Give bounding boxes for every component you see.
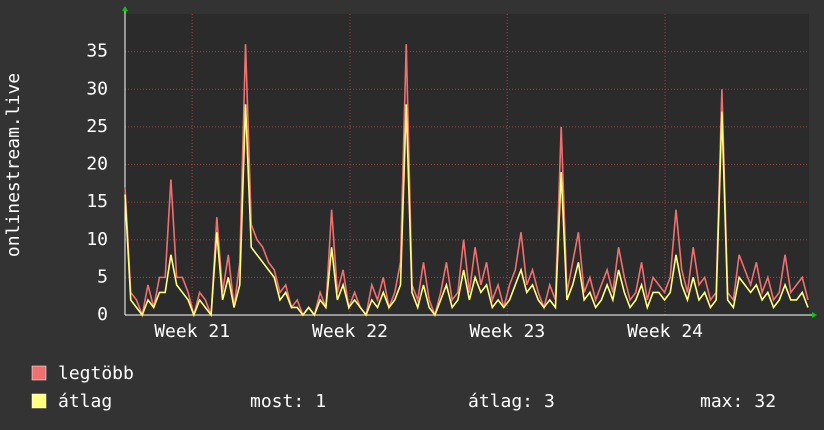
- x-tick-label: Week 24: [627, 321, 703, 342]
- stat-value: 3: [544, 391, 555, 412]
- stat-label: most:: [250, 391, 304, 412]
- x-tick-label: Week 22: [312, 321, 388, 342]
- y-tick-label: 15: [86, 191, 108, 212]
- y-tick-label: 10: [86, 229, 108, 250]
- y-tick-label: 30: [86, 78, 108, 99]
- series-line: [124, 104, 809, 318]
- legend-label: legtöbb: [58, 363, 134, 384]
- legend-label: átlag: [58, 391, 112, 412]
- arrow: [122, 6, 128, 11]
- x-tick-label: Week 21: [154, 321, 230, 342]
- legend-swatch: [31, 393, 47, 409]
- y-tick-label: 25: [86, 116, 108, 137]
- arrow: [812, 312, 817, 318]
- stat-value: 32: [754, 391, 776, 412]
- legend-swatch: [31, 365, 47, 381]
- y-axis-label: onlinestream.live: [3, 73, 24, 257]
- series-line: [124, 44, 809, 318]
- y-tick-label: 0: [97, 304, 108, 325]
- stat-value: 1: [315, 391, 326, 412]
- x-tick-label: Week 23: [469, 321, 545, 342]
- y-tick-label: 5: [97, 266, 108, 287]
- stat-label: átlag:: [468, 391, 533, 412]
- stat-label: max:: [700, 391, 743, 412]
- y-tick-label: 20: [86, 154, 108, 175]
- y-tick-label: 35: [86, 41, 108, 62]
